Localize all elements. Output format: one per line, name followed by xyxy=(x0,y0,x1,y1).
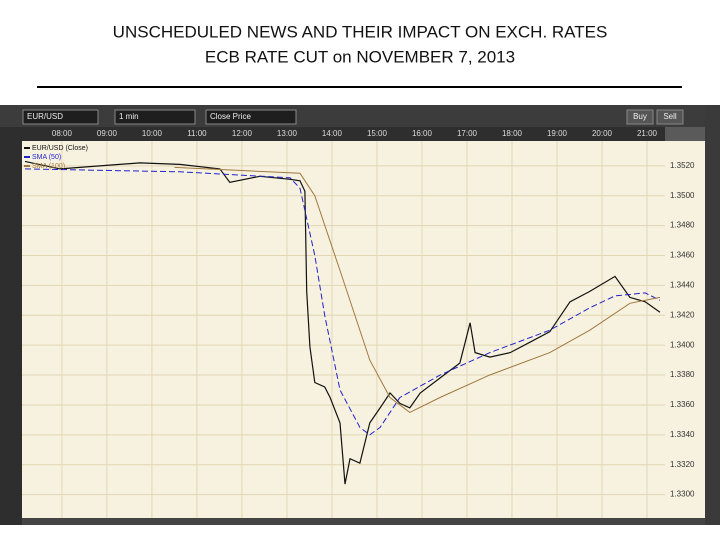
legend-entry: SMA (50) xyxy=(32,154,61,161)
toolbar xyxy=(0,105,720,127)
x-tick-label: 20:00 xyxy=(592,129,613,138)
y-tick-label: 1.3520 xyxy=(670,161,695,170)
price-line xyxy=(24,168,661,436)
x-tick-label: 18:00 xyxy=(502,129,523,138)
symbol-box[interactable] xyxy=(22,109,99,125)
y-tick-label: 1.3340 xyxy=(670,430,695,439)
sell-label: Sell xyxy=(663,112,677,121)
symbol: EUR/USD xyxy=(27,112,63,121)
bottom-bar xyxy=(22,518,705,525)
y-tick-label: 1.3320 xyxy=(670,460,695,469)
buy-button[interactable] xyxy=(626,109,654,125)
y-tick-label: 1.3300 xyxy=(670,490,695,499)
x-tick-label: 08:00 xyxy=(52,129,73,138)
y-tick-label: 1.3460 xyxy=(670,251,695,260)
x-tick-label: 19:00 xyxy=(547,129,568,138)
x-tick-label: 10:00 xyxy=(142,129,163,138)
legend-entry: EUR/USD (Close) xyxy=(32,145,88,152)
x-tick-label: 09:00 xyxy=(97,129,118,138)
x-tick-label: 11:00 xyxy=(187,129,207,138)
interval: 1 min xyxy=(119,112,139,121)
interval-box[interactable] xyxy=(114,109,196,125)
plot-area xyxy=(22,141,665,518)
price-axis-area xyxy=(665,141,705,518)
x-tick-label: 16:00 xyxy=(412,129,433,138)
title-line: ECB RATE CUT on NOVEMBER 7, 2013 xyxy=(205,47,515,66)
time-axis-bar xyxy=(22,127,665,141)
x-tick-label: 21:00 xyxy=(637,129,658,138)
sell-button[interactable] xyxy=(656,109,684,125)
scrollbar[interactable] xyxy=(705,105,720,525)
x-tick-label: 14:00 xyxy=(322,129,343,138)
y-tick-label: 1.3500 xyxy=(670,191,695,200)
left-axis-strip xyxy=(0,127,22,525)
price-type-box[interactable] xyxy=(205,109,297,125)
x-tick-label: 13:00 xyxy=(277,129,298,138)
y-tick-label: 1.3360 xyxy=(670,400,695,409)
plot: 08:00 09:00 10:00 11:00 12:00 13:00 14:00 15:00… xyxy=(22,129,695,518)
y-tick-label: 1.3420 xyxy=(670,310,695,319)
buy-label: Buy xyxy=(633,112,647,121)
y-tick-label: 1.3400 xyxy=(670,340,695,349)
price-line xyxy=(24,160,661,485)
legend-entry: SMA (100) xyxy=(32,163,65,170)
title-line: UNSCHEDULED NEWS AND THEIR IMPACT ON EXC… xyxy=(113,22,608,41)
y-tick-label: 1.3480 xyxy=(670,221,695,230)
x-tick-label: 17:00 xyxy=(457,129,478,138)
price-line xyxy=(174,166,661,413)
y-tick-label: 1.3380 xyxy=(670,370,695,379)
y-tick-label: 1.3440 xyxy=(670,281,695,290)
x-tick-label: 12:00 xyxy=(232,129,253,138)
x-tick-label: 15:00 xyxy=(367,129,388,138)
price-type: Close Price xyxy=(210,112,251,121)
